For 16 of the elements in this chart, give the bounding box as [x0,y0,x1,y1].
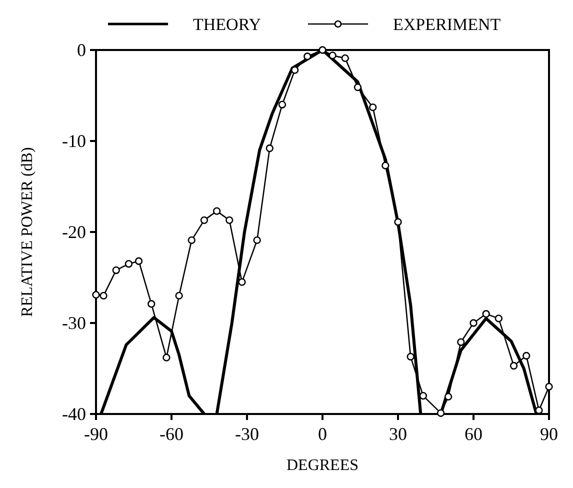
x-tick-label: -30 [235,424,259,444]
legend-label: THEORY [193,15,261,34]
y-tick-label: 0 [77,40,86,60]
x-tick-label: -90 [84,424,108,444]
y-axis-title: RELATIVE POWER (dB) [19,147,36,317]
x-tick-label: 30 [389,424,407,444]
x-tick-label: 60 [464,424,482,444]
legend-label: EXPERIMENT [393,15,502,34]
y-tick-label: -40 [62,404,86,424]
x-tick-label: 90 [540,424,558,444]
x-tick-label: 0 [318,424,327,444]
y-tick-label: -20 [62,222,86,242]
x-axis-title: DEGREES [286,457,358,474]
y-tick-label: -10 [62,131,86,151]
y-tick-label: -30 [62,313,86,333]
x-tick-label: -60 [160,424,184,444]
